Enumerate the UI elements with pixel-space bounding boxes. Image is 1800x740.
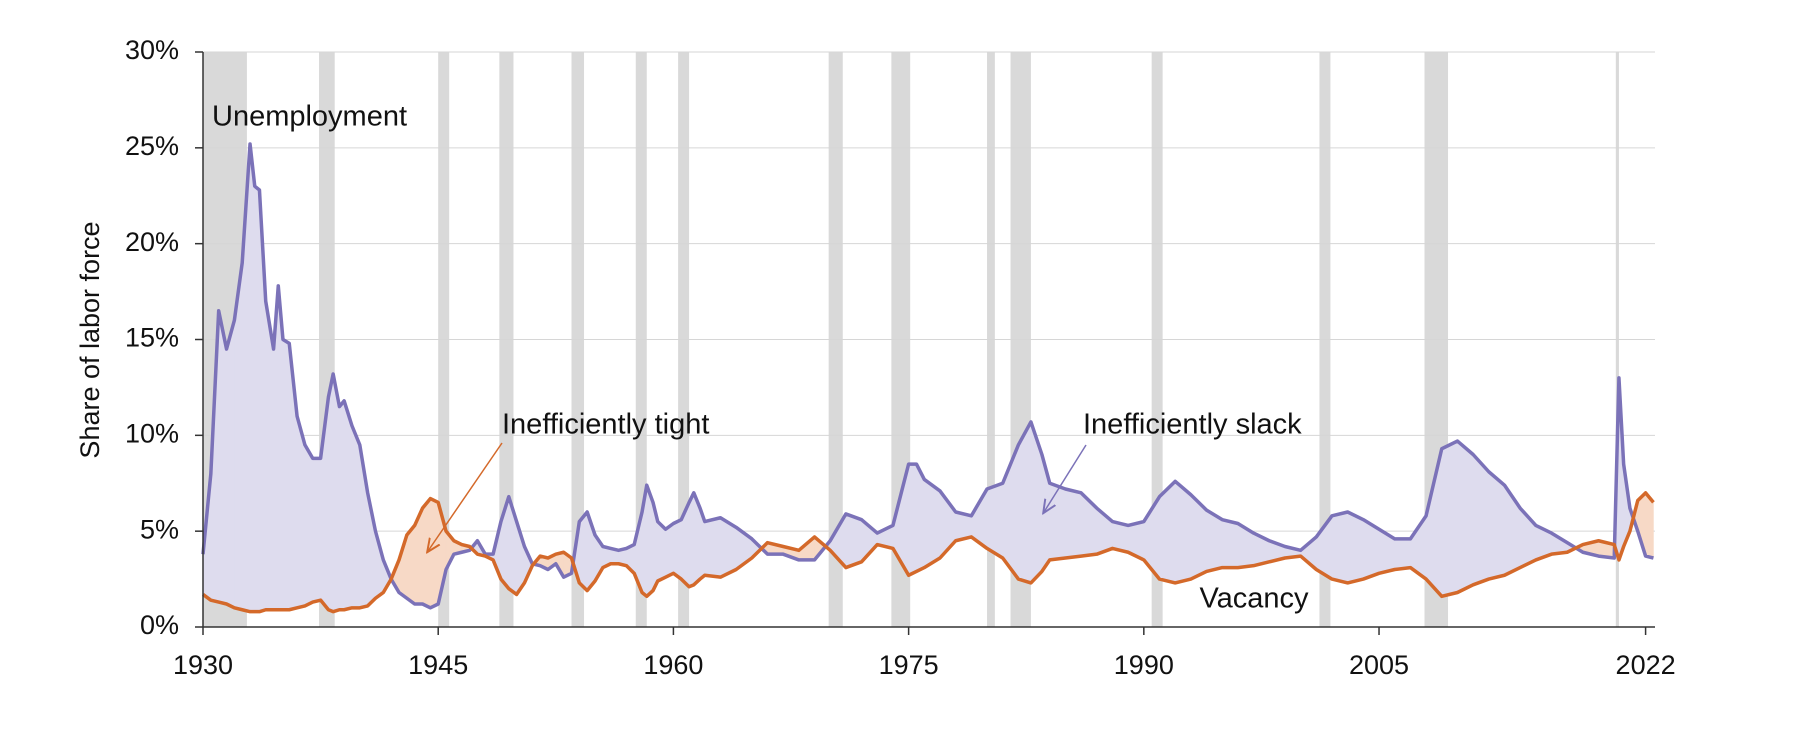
gap-fill xyxy=(218,310,227,605)
gap-fill xyxy=(1174,480,1192,584)
x-tick-label: 1930 xyxy=(173,650,233,680)
y-tick-label: 20% xyxy=(125,227,179,257)
gap-fill xyxy=(688,492,695,588)
x-tick-label: 1975 xyxy=(879,650,939,680)
gap-fill xyxy=(351,425,361,609)
y-tick-label: 0% xyxy=(140,610,179,640)
gap-fill xyxy=(1457,440,1474,593)
y-tick-label: 15% xyxy=(125,323,179,353)
gap-fill xyxy=(328,373,334,613)
gap-fill xyxy=(254,185,260,612)
x-tick-label: 1945 xyxy=(408,650,468,680)
gap-fill xyxy=(1347,511,1364,584)
x-tick-label: 2022 xyxy=(1616,650,1676,680)
x-tick-label: 1960 xyxy=(643,650,703,680)
gap-fill xyxy=(343,400,353,611)
gap-fill xyxy=(304,443,314,607)
gap-fill xyxy=(1049,482,1066,561)
annotation-arrow xyxy=(1044,444,1087,512)
gap-fill xyxy=(282,338,290,611)
x-tick-label: 1990 xyxy=(1114,650,1174,680)
gap-fill xyxy=(1018,421,1032,584)
gap-fill xyxy=(1065,488,1082,559)
gap-fill xyxy=(923,478,941,569)
series-label: Vacancy xyxy=(1199,583,1309,615)
x-tick-label: 2005 xyxy=(1349,650,1409,680)
y-tick-label: 30% xyxy=(125,35,179,65)
gap-fill xyxy=(845,513,862,569)
y-axis-label: Share of labor force xyxy=(75,221,105,458)
gap-fill xyxy=(673,519,682,580)
gap-fill xyxy=(1221,519,1239,568)
y-tick-label: 10% xyxy=(125,418,179,448)
gap-fill xyxy=(704,517,721,578)
y-tick-label: 25% xyxy=(125,131,179,161)
series-line xyxy=(201,491,1655,614)
gap-fill xyxy=(986,482,1003,559)
gap-fill xyxy=(406,524,415,605)
gap-fill xyxy=(1394,538,1411,570)
y-tick-label: 5% xyxy=(140,514,179,544)
gap-fill xyxy=(332,373,340,613)
gap-fill xyxy=(339,399,345,611)
gap-fill xyxy=(665,522,674,578)
annotation: Inefficiently slack xyxy=(1083,409,1302,441)
gap-fill xyxy=(1331,511,1348,584)
gap-fill xyxy=(422,497,431,609)
gap-fill xyxy=(430,498,439,609)
series-label: Unemployment xyxy=(212,101,407,133)
series-line xyxy=(201,142,1654,610)
foreground-layer: 0% 5% 10% 15% 20% 25% 30% 1930 1945 1960 1975 1990 2… xyxy=(125,35,1676,680)
annotation-arrow xyxy=(428,442,503,551)
gap-fill xyxy=(249,143,256,612)
gap-fill xyxy=(908,463,917,576)
gap-fill xyxy=(1441,440,1458,597)
gap-fill xyxy=(1472,453,1490,586)
gap-fill xyxy=(312,458,321,603)
annotation: Inefficiently tight xyxy=(502,409,709,441)
background-layer xyxy=(202,51,1655,628)
gap-fill xyxy=(1488,471,1505,580)
gap-fill xyxy=(226,320,235,609)
